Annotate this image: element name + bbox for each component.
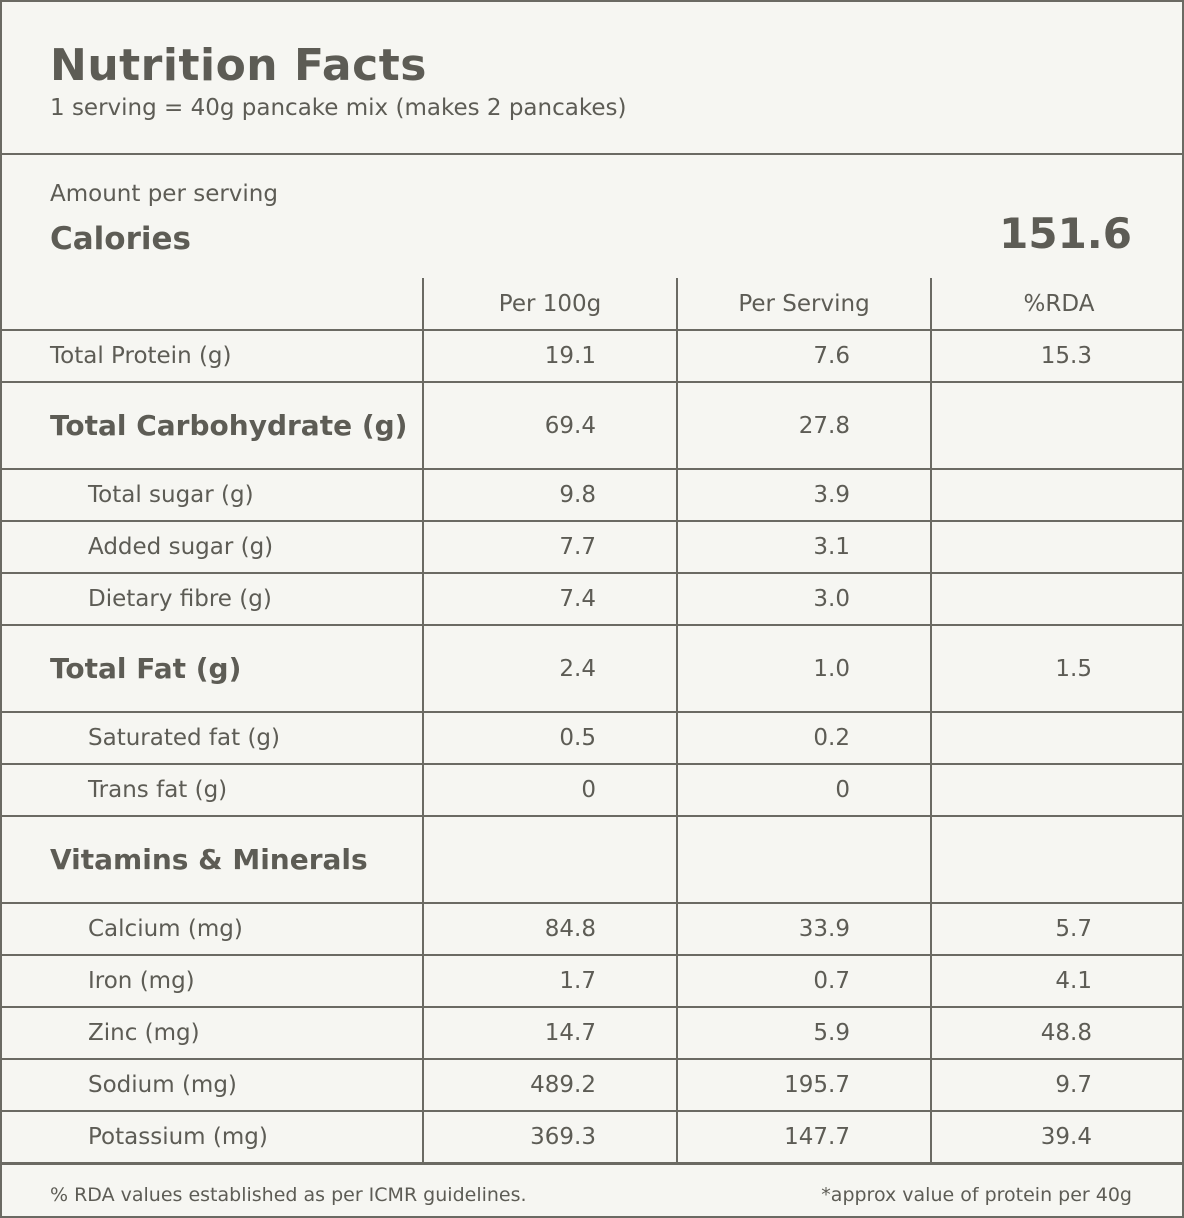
nutrient-label: Iron (mg)	[2, 954, 424, 1008]
rda-value	[930, 468, 1184, 522]
rda-value: 39.4	[930, 1110, 1184, 1165]
table-row: Dietary fibre (g) 7.4 3.0	[2, 572, 1184, 626]
per-100g-value: 19.1	[422, 329, 678, 383]
per-serving-value: 33.9	[676, 902, 932, 956]
serving-size: 1 serving = 40g pancake mix (makes 2 pan…	[50, 95, 627, 121]
nutrient-label: Total Fat (g)	[2, 624, 424, 713]
table-row: Iron (mg) 1.7 0.7 4.1	[2, 954, 1184, 1008]
column-header-nutrient	[2, 278, 424, 331]
rda-value: 15.3	[930, 329, 1184, 383]
per-serving-value: 0	[676, 763, 932, 817]
per-100g-value: 0.5	[422, 711, 678, 765]
nutrition-title: Nutrition Facts	[50, 40, 427, 91]
per-100g-value: 69.4	[422, 381, 678, 470]
nutrient-label: Potassium (mg)	[2, 1110, 424, 1165]
nutrient-label: Saturated fat (g)	[2, 711, 424, 765]
column-header-per-serving: Per Serving	[676, 278, 932, 331]
per-100g-value: 14.7	[422, 1006, 678, 1060]
nutrient-label: Total Protein (g)	[2, 329, 424, 383]
rda-value	[930, 381, 1184, 470]
per-100g-value	[422, 815, 678, 904]
table-row: Total Protein (g) 19.1 7.6 15.3	[2, 329, 1184, 383]
per-serving-value: 195.7	[676, 1058, 932, 1112]
nutrient-label: Vitamins & Minerals	[2, 815, 424, 904]
table-row: Vitamins & Minerals	[2, 815, 1184, 904]
per-serving-value: 0.7	[676, 954, 932, 1008]
calories-value: 151.6	[999, 209, 1132, 258]
table-row: Saturated fat (g) 0.5 0.2	[2, 711, 1184, 765]
per-100g-value: 489.2	[422, 1058, 678, 1112]
rda-value	[930, 711, 1184, 765]
per-serving-value: 7.6	[676, 329, 932, 383]
rda-footnote: % RDA values established as per ICMR gui…	[50, 1184, 527, 1206]
nutrient-label: Calcium (mg)	[2, 902, 424, 956]
per-serving-value: 5.9	[676, 1006, 932, 1060]
amount-per-serving-label: Amount per serving	[50, 181, 278, 207]
table-row: Potassium (mg) 369.3 147.7 39.4	[2, 1110, 1184, 1165]
table-row: Zinc (mg) 14.7 5.9 48.8	[2, 1006, 1184, 1060]
per-100g-value: 7.4	[422, 572, 678, 626]
per-100g-value: 9.8	[422, 468, 678, 522]
rda-value: 4.1	[930, 954, 1184, 1008]
table-header-row: Per 100g Per Serving %RDA	[2, 278, 1184, 331]
header-divider	[2, 153, 1184, 155]
table-row: Total sugar (g) 9.8 3.9	[2, 468, 1184, 522]
nutrient-label: Sodium (mg)	[2, 1058, 424, 1112]
table-row: Total Fat (g) 2.4 1.0 1.5	[2, 624, 1184, 713]
column-header-per-100g: Per 100g	[422, 278, 678, 331]
nutrient-table: Per 100g Per Serving %RDA Total Protein …	[2, 278, 1184, 1165]
per-serving-value: 3.0	[676, 572, 932, 626]
per-100g-value: 1.7	[422, 954, 678, 1008]
table-row: Total Carbohydrate (g) 69.4 27.8	[2, 381, 1184, 470]
per-serving-value: 27.8	[676, 381, 932, 470]
per-serving-value	[676, 815, 932, 904]
per-100g-value: 369.3	[422, 1110, 678, 1165]
protein-footnote: *approx value of protein per 40g	[821, 1184, 1132, 1206]
rda-value: 1.5	[930, 624, 1184, 713]
calories-label: Calories	[50, 221, 191, 257]
table-row: Trans fat (g) 0 0	[2, 763, 1184, 817]
rda-value: 5.7	[930, 902, 1184, 956]
table-row: Calcium (mg) 84.8 33.9 5.7	[2, 902, 1184, 956]
rda-value	[930, 520, 1184, 574]
nutrient-label: Dietary fibre (g)	[2, 572, 424, 626]
table-row: Sodium (mg) 489.2 195.7 9.7	[2, 1058, 1184, 1112]
per-100g-value: 0	[422, 763, 678, 817]
per-serving-value: 1.0	[676, 624, 932, 713]
column-header-rda: %RDA	[930, 278, 1184, 331]
nutrient-label: Trans fat (g)	[2, 763, 424, 817]
per-serving-value: 3.9	[676, 468, 932, 522]
rda-value: 48.8	[930, 1006, 1184, 1060]
nutrient-label: Total Carbohydrate (g)	[2, 381, 424, 470]
nutrient-label: Zinc (mg)	[2, 1006, 424, 1060]
per-100g-value: 7.7	[422, 520, 678, 574]
rda-value: 9.7	[930, 1058, 1184, 1112]
per-100g-value: 2.4	[422, 624, 678, 713]
per-serving-value: 0.2	[676, 711, 932, 765]
rda-value	[930, 815, 1184, 904]
per-serving-value: 147.7	[676, 1110, 932, 1165]
nutrient-label: Total sugar (g)	[2, 468, 424, 522]
rda-value	[930, 572, 1184, 626]
per-serving-value: 3.1	[676, 520, 932, 574]
nutrient-label: Added sugar (g)	[2, 520, 424, 574]
table-row: Added sugar (g) 7.7 3.1	[2, 520, 1184, 574]
per-100g-value: 84.8	[422, 902, 678, 956]
rda-value	[930, 763, 1184, 817]
